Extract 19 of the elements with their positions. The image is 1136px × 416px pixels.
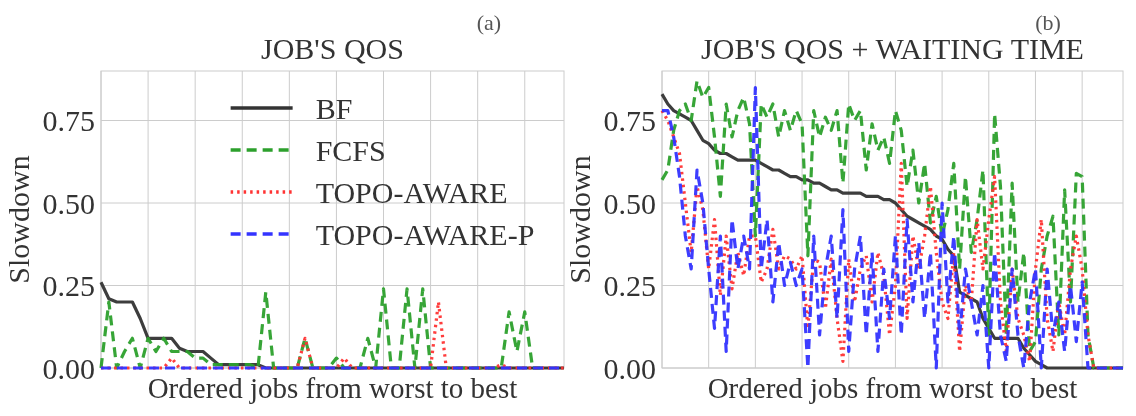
y-tick-label: 0.75: [603, 104, 656, 137]
y-tick-label: 0.75: [42, 104, 95, 137]
y-tick-label: 0.00: [603, 351, 656, 385]
x-axis-title: Ordered jobs from worst to best: [707, 372, 1078, 404]
legend-label: BF: [315, 91, 353, 125]
y-axis-title: Slowdown: [2, 155, 35, 284]
y-tick-label: 0.25: [603, 269, 656, 302]
y-tick-label: 0.25: [42, 269, 95, 302]
text: (a): [476, 10, 502, 35]
text: (b): [1035, 10, 1061, 35]
legend-label: TOPO-AWARE: [315, 175, 508, 209]
y-tick-label: 0.50: [42, 186, 95, 220]
legend-label: FCFS: [315, 133, 386, 167]
y-axis-title: Slowdown: [563, 155, 596, 284]
legend-label: TOPO-AWARE-P: [315, 217, 535, 251]
x-axis-title: Ordered jobs from worst to best: [147, 372, 518, 404]
y-tick-label: 0.00: [42, 351, 95, 385]
y-tick-label: 0.50: [603, 186, 656, 220]
chart-title: JOB'S QOS: [261, 32, 404, 65]
